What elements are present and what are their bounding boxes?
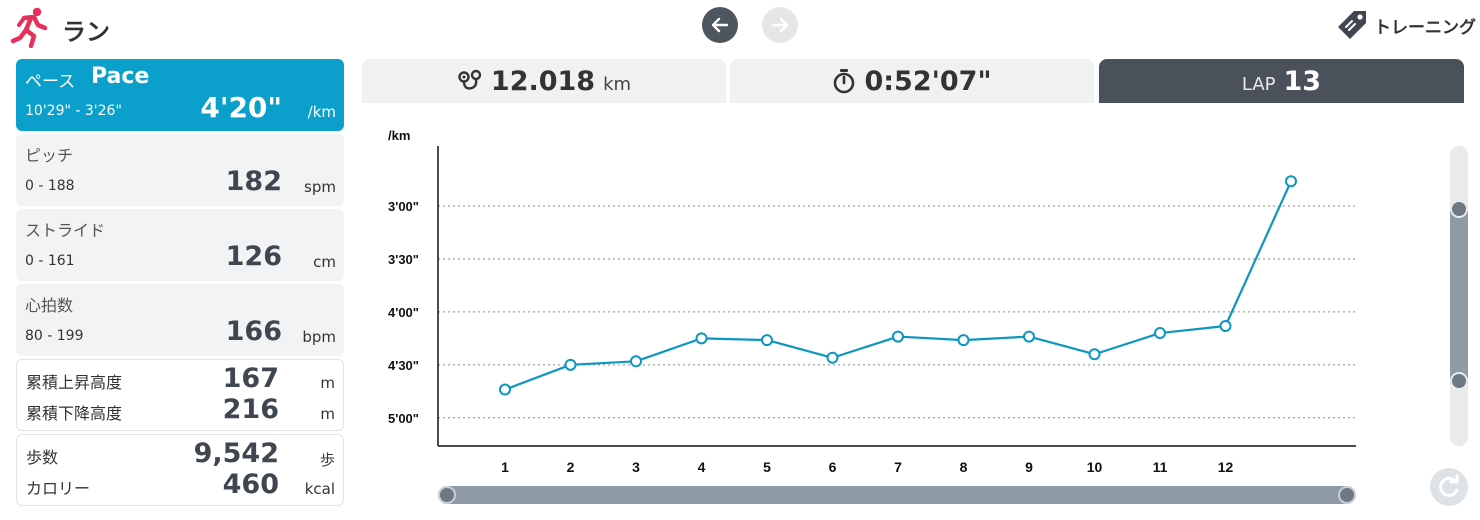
pace-point — [957, 334, 970, 347]
tab-lap[interactable]: LAP 13 — [1099, 59, 1464, 103]
x-tick-label: 4 — [698, 459, 706, 475]
pace-unit: /km — [307, 103, 336, 121]
pace-point — [695, 332, 708, 345]
pitch-unit: spm — [304, 178, 336, 196]
steps-calories-card: 歩数 9,542 歩 カロリー 460 kcal — [16, 434, 344, 506]
distance-unit: km — [603, 73, 632, 95]
pace-point — [761, 334, 773, 347]
stride-label: ストライド — [25, 221, 106, 240]
x-tick-label: 1 — [501, 459, 509, 475]
x-tick-label: 7 — [894, 459, 902, 475]
heart-rate-card[interactable]: 心拍数 80 - 199 166 bpm — [16, 284, 344, 356]
pitch-range: 0 - 188 — [25, 178, 75, 194]
pace-point — [892, 330, 904, 343]
x-tick-label: 11 — [1153, 459, 1168, 475]
vertical-range-thumb[interactable] — [1450, 208, 1468, 384]
x-tick-label: 9 — [1025, 459, 1033, 475]
x-tick-label: 3 — [632, 459, 640, 475]
pitch-label: ピッチ — [25, 146, 74, 165]
vertical-range-slider[interactable] — [1450, 146, 1468, 446]
steps-value: 9,542 — [193, 438, 279, 469]
route-icon — [458, 69, 482, 90]
y-tick-label: 3'00" — [388, 199, 419, 214]
page-title: ラン — [62, 18, 110, 46]
pace-line — [504, 180, 1293, 391]
stride-value: 126 — [225, 241, 282, 272]
steps-label: 歩数 — [26, 448, 59, 467]
pace-range: 10'29" - 3'26" — [25, 103, 122, 119]
runner-icon — [10, 7, 48, 48]
y-tick-label: 4'00" — [388, 305, 419, 320]
arrow-left-icon — [711, 17, 729, 33]
pace-point — [1285, 175, 1297, 188]
calories-unit: kcal — [304, 480, 335, 498]
y-axis-label: /km — [388, 128, 410, 143]
pitch-value: 182 — [225, 166, 282, 197]
vertical-range-handle-top[interactable] — [1450, 200, 1468, 218]
pace-label-jp: ペース — [25, 72, 76, 92]
y-tick-label: 4'30" — [388, 358, 419, 373]
ascent-unit: m — [320, 374, 335, 392]
time-value: 0:52'07" — [864, 65, 992, 97]
pace-point — [826, 351, 839, 364]
horizontal-range-slider[interactable] — [438, 486, 1356, 504]
x-tick-label: 8 — [960, 459, 968, 475]
lap-count: 13 — [1283, 65, 1322, 97]
stride-unit: cm — [313, 253, 336, 271]
horizontal-range-handle-right[interactable] — [1338, 486, 1356, 504]
pitch-card[interactable]: ピッチ 0 - 188 182 spm — [16, 134, 344, 206]
x-tick-label: 5 — [763, 459, 771, 475]
calories-label: カロリー — [26, 479, 91, 498]
training-link[interactable]: トレーニング — [1336, 8, 1476, 42]
vertical-range-handle-bottom[interactable] — [1450, 372, 1468, 390]
pace-point — [499, 383, 511, 396]
y-tick-label: 3'30" — [388, 252, 419, 267]
tab-distance[interactable]: 12.018 km — [362, 59, 726, 103]
heart-rate-label: 心拍数 — [25, 296, 74, 315]
heart-rate-range: 80 - 199 — [25, 328, 84, 344]
pace-chart: /km3'00"3'30"4'00"4'30"5'00"1 2 3 4 5 6 7 8 9 10 1… — [388, 128, 1356, 475]
header: ラン トレーニング — [0, 0, 1480, 56]
refresh-icon — [1439, 474, 1459, 497]
distance-value: 12.018 — [490, 65, 596, 97]
pace-point — [564, 358, 577, 371]
steps-unit: 歩 — [319, 451, 335, 469]
x-tick-label: 10 — [1087, 459, 1103, 475]
heart-rate-unit: bpm — [302, 328, 336, 346]
pace-point — [630, 355, 642, 368]
x-tick-label: 2 — [567, 459, 575, 475]
reset-zoom-button[interactable] — [1430, 468, 1468, 506]
pace-label-en: Pace — [91, 64, 150, 89]
ascent-label: 累積上昇高度 — [26, 373, 123, 392]
next-button[interactable] — [762, 7, 798, 43]
calories-value: 460 — [222, 469, 279, 500]
arrow-right-icon — [771, 17, 789, 33]
x-tick-label: 6 — [829, 459, 837, 475]
previous-button[interactable] — [702, 7, 738, 43]
tag-icon — [1338, 11, 1366, 39]
ascent-value: 167 — [222, 363, 279, 394]
descent-label: 累積下降高度 — [26, 404, 123, 423]
descent-value: 216 — [222, 394, 279, 425]
y-tick-label: 5'00" — [388, 411, 419, 426]
tab-time[interactable]: 0:52'07" — [730, 59, 1094, 103]
training-label: トレーニング — [1374, 17, 1476, 38]
horizontal-range-handle-left[interactable] — [438, 486, 456, 504]
stride-range: 0 - 161 — [25, 253, 75, 269]
stride-card[interactable]: ストライド 0 - 161 126 cm — [16, 209, 344, 281]
pace-point — [1088, 348, 1101, 361]
descent-unit: m — [320, 405, 335, 423]
pace-card[interactable]: ペース Pace 10'29" - 3'26" 4'20" /km — [16, 59, 344, 131]
stopwatch-icon — [834, 69, 855, 94]
pace-point — [1023, 330, 1035, 343]
elevation-card: 累積上昇高度 167 m 累積下降高度 216 m — [16, 359, 344, 431]
pace-point — [1219, 320, 1232, 332]
lap-label: LAP — [1241, 73, 1276, 95]
heart-rate-value: 166 — [225, 316, 282, 347]
x-tick-label: 12 — [1218, 459, 1234, 475]
pace-point — [1154, 327, 1166, 340]
pace-value: 4'20" — [200, 91, 282, 124]
